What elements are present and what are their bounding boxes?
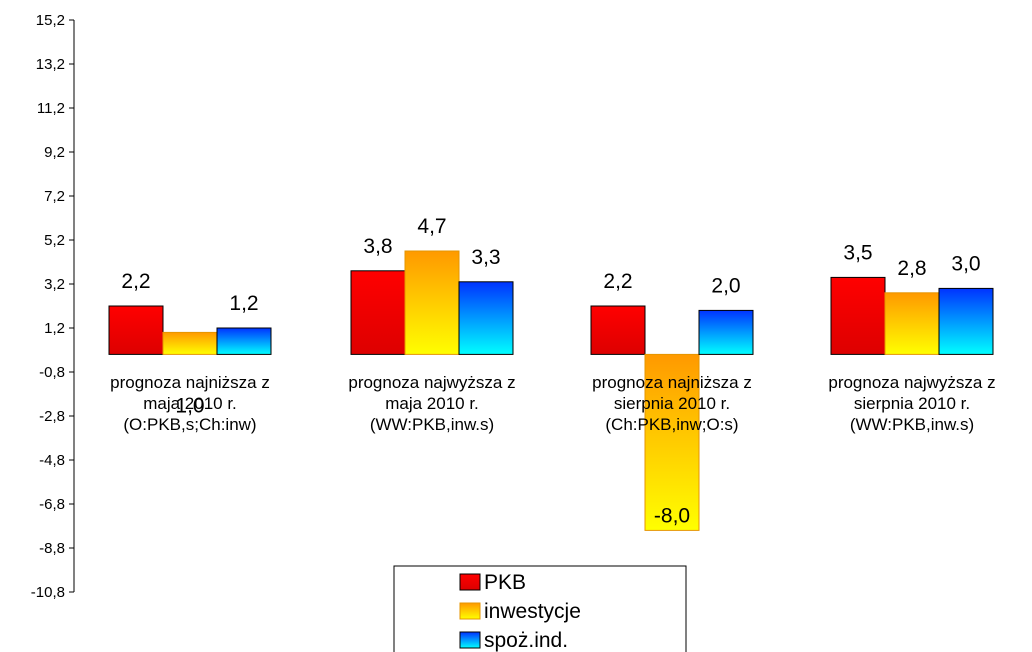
y-tick-label: -0,8 [39,364,65,381]
bar-inwestycje [162,331,218,355]
data-label: 2,2 [603,270,632,293]
data-label: 2,0 [711,274,740,297]
data-label: -8,0 [654,504,690,527]
category-label: prognoza najniższa z [592,373,752,392]
y-tick-label: 7,2 [44,188,65,205]
bar-pkb [590,305,646,355]
legend-swatch [459,602,481,620]
category-label: prognoza najniższa z [110,373,270,392]
y-tick-label: 3,2 [44,276,65,293]
category-label: sierpnia 2010 r. [614,394,730,413]
data-label: 3,0 [951,252,980,275]
bar-pkb [108,305,164,355]
legend-label: inwestycje [484,600,581,623]
bar-pkb [350,270,406,355]
category-label: maja 2010 r. [143,394,237,413]
category-label: (WW:PKB,inw.s) [370,415,494,434]
category-labels: prognoza najniższa z maja 2010 r. (O:PKB,s… [110,373,995,434]
data-labels: 2,2 1,0 1,2 3,8 4,7 3,3 2,2 -8,0 2,0 3,5 2,8 3,0 [121,215,980,527]
bar-spoind [216,327,272,355]
legend-label: PKB [484,571,526,594]
category-label: (O:PKB,s;Ch:inw) [123,415,256,434]
y-tick-label: 11,2 [37,100,65,117]
bar-pkb [830,276,886,355]
legend-swatch [459,631,481,649]
category-label: (WW:PKB,inw.s) [850,415,974,434]
y-tick-label: 1,2 [44,320,65,337]
legend: PKB inwestycje spoż.ind. [393,565,687,652]
y-axis: 15,2 13,2 11,2 9,2 7,2 5,2 3,2 1,2 -0,8 -2,8 -4,8 -… [31,12,75,601]
category-label: (Ch:PKB,inw;O:s) [605,415,738,434]
category-label: prognoza najwyższa z [348,373,515,392]
y-tick-label: 9,2 [44,144,65,161]
data-label: 1,0 [175,394,204,417]
category-label: sierpnia 2010 r. [854,394,970,413]
y-tick-label: 5,2 [44,232,65,249]
data-label: 2,8 [897,257,926,280]
y-tick-label: 15,2 [36,12,65,29]
data-label: 4,7 [417,215,446,238]
bar-spoind [458,281,514,355]
bar-inwestycje [644,353,700,531]
bar-inwestycje [884,292,940,355]
data-label: 1,2 [229,292,258,315]
bar-spoind [698,309,754,355]
bars [108,250,994,531]
category-label: prognoza najwyższa z [828,373,995,392]
legend-swatch [459,573,481,591]
category-label: maja 2010 r. [385,394,479,413]
y-tick-label: -2,8 [39,408,65,425]
data-label: 3,3 [471,246,500,269]
y-tick-label: -10,8 [31,584,65,601]
bar-spoind [938,287,994,355]
legend-label: spoż.ind. [484,629,568,652]
y-tick-label: 13,2 [36,56,65,73]
y-tick-label: -8,8 [39,540,65,557]
bar-inwestycje [404,250,460,355]
data-label: 3,5 [843,241,872,264]
y-tick-label: -6,8 [39,496,65,513]
y-tick-label: -4,8 [39,452,65,469]
data-label: 2,2 [121,270,150,293]
data-label: 3,8 [363,235,392,258]
legend-box [393,565,687,652]
